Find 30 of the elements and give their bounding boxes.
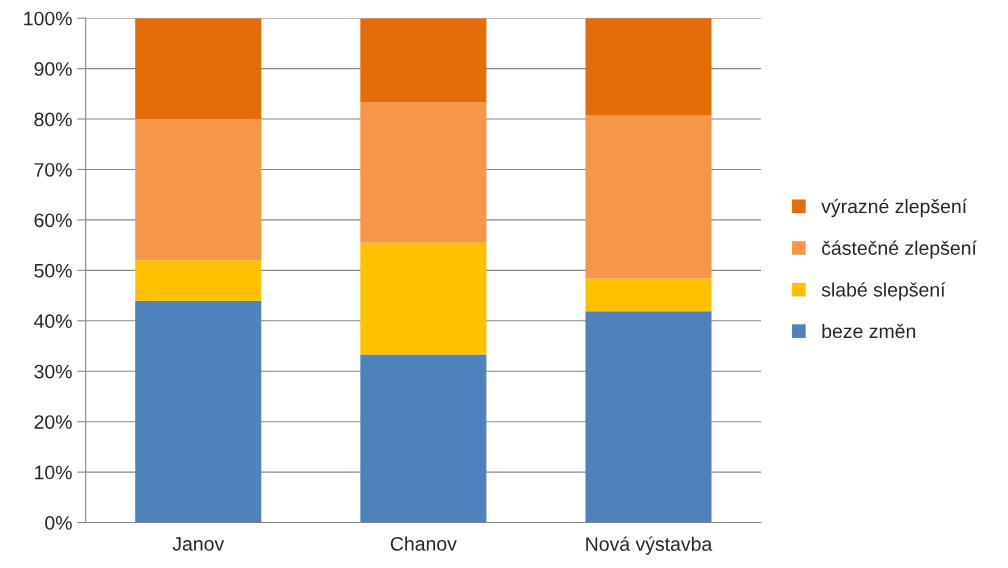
bar xyxy=(135,300,262,523)
y-tick-label: 10% xyxy=(35,465,72,480)
bar xyxy=(585,278,712,312)
y-tick-label: 60% xyxy=(34,213,72,228)
y-tick-label: 40% xyxy=(34,314,72,329)
bar xyxy=(360,242,487,355)
y-tick-label: 100% xyxy=(24,11,72,26)
x-tick-label: Chanov xyxy=(390,536,457,551)
legend-label: výrazné zlepšení xyxy=(821,198,968,218)
bar xyxy=(360,18,487,103)
bar xyxy=(360,102,487,243)
bar xyxy=(135,260,262,301)
y-tick-label: 80% xyxy=(34,112,72,127)
bar xyxy=(135,18,262,120)
bar xyxy=(360,354,487,523)
bar xyxy=(585,115,712,279)
x-tick-label: Janov xyxy=(172,537,225,551)
y-tick-label: 70% xyxy=(34,162,72,177)
legend-label: slabé slepšení xyxy=(821,282,946,301)
y-tick-label: 0% xyxy=(45,516,72,530)
bar xyxy=(585,311,712,523)
bar xyxy=(135,119,262,261)
y-tick-label: 50% xyxy=(34,263,72,278)
y-tick-label: 30% xyxy=(34,364,72,379)
legend-label: beze změn xyxy=(822,323,916,339)
y-tick-label: 90% xyxy=(34,62,72,76)
y-tick-label: 20% xyxy=(34,415,72,429)
legend-label: částečné zlepšení xyxy=(822,240,977,259)
bar xyxy=(585,18,712,116)
x-tick-label: Nová výstavba xyxy=(586,536,713,555)
